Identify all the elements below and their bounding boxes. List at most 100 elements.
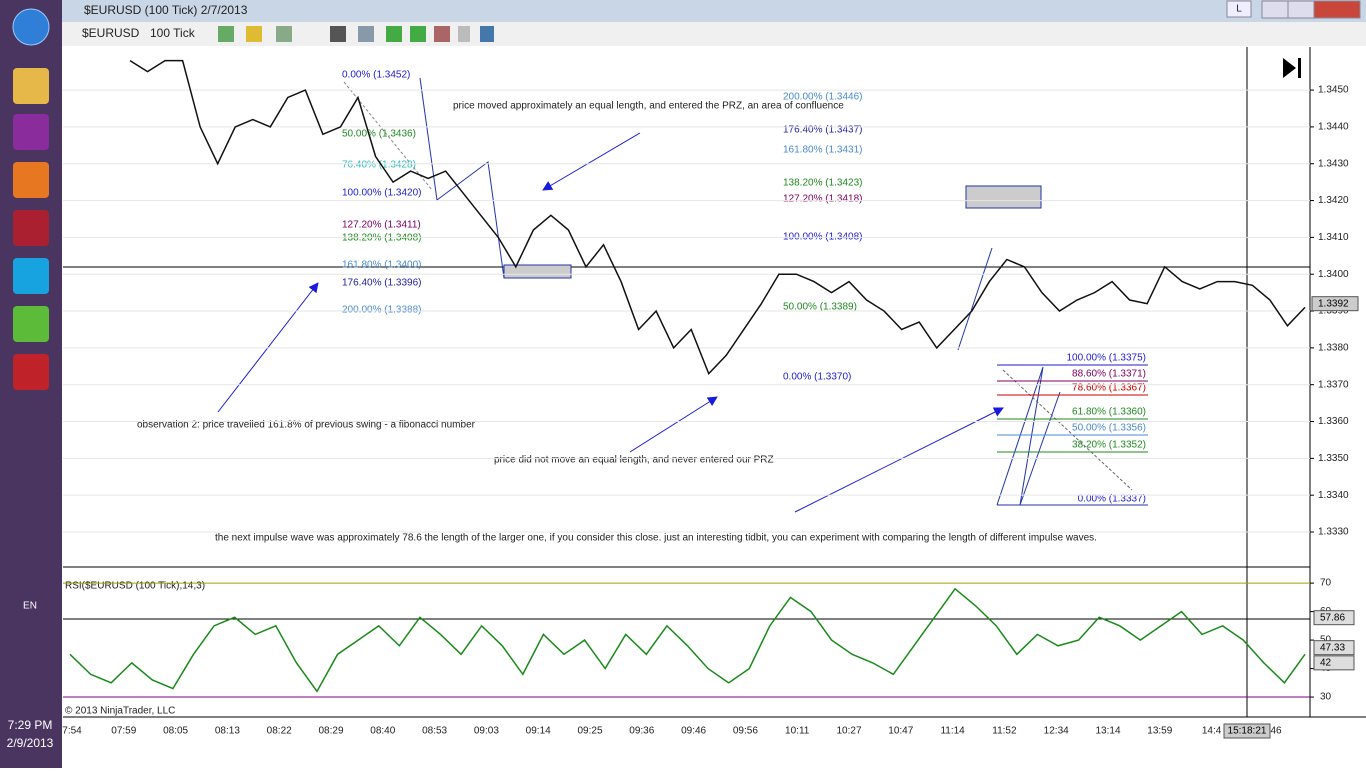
fib-label: 61.80% (1.3360) [1072,407,1146,418]
fib-group-1: 0.00% (1.3452) 50.00% (1.3436) 76.40% (1… [342,70,422,316]
fib-label: 200.00% (1.3388) [342,305,422,316]
arrow [629,396,718,453]
fib-label: 38.20% (1.3352) [1072,440,1146,451]
price-line [129,59,1306,376]
x-tick-label: 12:34 [1044,726,1069,737]
fib-trend [343,81,433,191]
y-tick-label: 1.3450 [1318,85,1349,96]
arrow [794,407,1004,513]
clock-time[interactable]: 7:29 PM [8,718,53,732]
app-icon[interactable] [13,162,49,198]
x-tick-label: 46 [1270,726,1282,737]
x-tick-label: 08:40 [370,726,395,737]
fib-label: 161.80% (1.3400) [342,260,422,271]
rsi-badge-label: 42 [1320,658,1332,669]
last-price: 1.3392 [1318,298,1349,309]
tool-icon[interactable] [358,26,374,42]
y-tick-label: 1.3360 [1318,416,1349,427]
app-icon[interactable] [13,354,49,390]
app-icon[interactable] [13,68,49,104]
fib-label: 200.00% (1.3446) [783,92,863,103]
x-tick-label: 13:14 [1095,726,1120,737]
fib-label: 50.00% (1.3356) [1072,423,1146,434]
app-icon[interactable] [13,210,49,246]
x-tick-label: 10:27 [836,726,861,737]
tool-icon[interactable] [480,26,494,42]
crosshair-time-box [1223,723,1271,739]
rsi-badge-label: 47.33 [1320,642,1345,653]
x-tick-label: 13:59 [1147,726,1172,737]
x-tick-label: 10:11 [785,726,810,737]
abcd-pattern [957,247,993,351]
rsi-badge [1313,610,1355,626]
fib-label: 76.40% (1.3428) [342,160,416,171]
fib-label: 161.80% (1.3431) [783,145,863,156]
x-tick-label: 08:05 [163,726,188,737]
x-tick-label: 09:36 [629,726,654,737]
x-tick-label: 08:29 [318,726,343,737]
fib-label: 176.40% (1.3396) [342,278,422,289]
fib-trend [1002,369,1133,491]
minimize[interactable] [1261,0,1289,19]
y-tick-label: 70 [1320,578,1332,589]
x-tick-label: 09:56 [733,726,758,737]
y-tick-label: 1.3440 [1318,122,1349,133]
x-tick-label: 07:59 [111,726,136,737]
fib-label: 138.20% (1.3408) [342,233,422,244]
scroll-end[interactable] [1283,58,1301,78]
language[interactable]: EN [23,601,37,612]
y-tick-label: 1.3410 [1318,232,1349,243]
x-tick-label: 09:14 [526,726,551,737]
fib-label: 127.20% (1.3418) [783,194,863,205]
rsi-badge [1313,640,1355,656]
x-tick-label: 11:14 [940,726,965,737]
fib-label: 78.60% (1.3367) [1072,383,1146,394]
tool-icon[interactable] [330,26,346,42]
abcd-pattern [996,366,1061,506]
fib-label: 50.00% (1.3436) [342,129,416,140]
tool-icon[interactable] [276,26,292,42]
rsi-line [69,587,1306,693]
fib-label: 88.60% (1.3371) [1072,369,1146,380]
y-tick-label: 1.3420 [1318,195,1349,206]
y-tick-label: 1.3350 [1318,453,1349,464]
fib-label: 50.00% (1.3389) [783,302,857,313]
close[interactable] [1313,0,1361,19]
fib-label: 176.40% (1.3437) [783,125,863,136]
maximize[interactable] [1287,0,1315,19]
y-tick-label: 1.3430 [1318,158,1349,169]
x-tick-label: 09:46 [681,726,706,737]
fib-label: 127.20% (1.3411) [342,220,421,231]
fib-label: 100.00% (1.3420) [342,188,422,199]
x-tick-label: 14:4 [1202,726,1222,737]
clock-date[interactable]: 2/9/2013 [7,736,54,750]
tool-icon[interactable] [386,26,402,42]
tool-icon[interactable] [434,26,450,42]
tool-icon[interactable] [458,26,470,42]
tool-icon[interactable] [246,26,262,42]
link-button[interactable] [1226,0,1252,18]
rsi-title: RSI($EURUSD (100 Tick),14,3) [65,581,205,592]
tool-icon[interactable] [218,26,234,42]
abcd-pattern [419,77,505,279]
annotation: price did not move an equal length, and … [494,455,774,466]
app-icon[interactable] [13,114,49,150]
tool-icon[interactable] [410,26,426,42]
x-tick-label: 09:25 [577,726,602,737]
app-icon[interactable] [13,306,49,342]
window-title: $EURUSD (100 Tick) 2/7/2013 [84,3,248,17]
arrow [542,132,641,191]
y-tick-label: 1.3340 [1318,490,1349,501]
x-tick-label: 08:22 [267,726,292,737]
start-button[interactable] [12,8,50,46]
x-tick-label: 08:53 [422,726,447,737]
prz-box [503,264,572,279]
instrument[interactable]: $EURUSD [82,26,140,40]
x-tick-label: 10:47 [888,726,913,737]
fib-label: 138.20% (1.3423) [783,178,863,189]
interval[interactable]: 100 Tick [150,26,196,40]
app-icon[interactable] [13,258,49,294]
link-label[interactable]: L [1236,4,1242,15]
title-bar [62,0,1366,22]
fib-label: 0.00% (1.3370) [783,372,851,383]
